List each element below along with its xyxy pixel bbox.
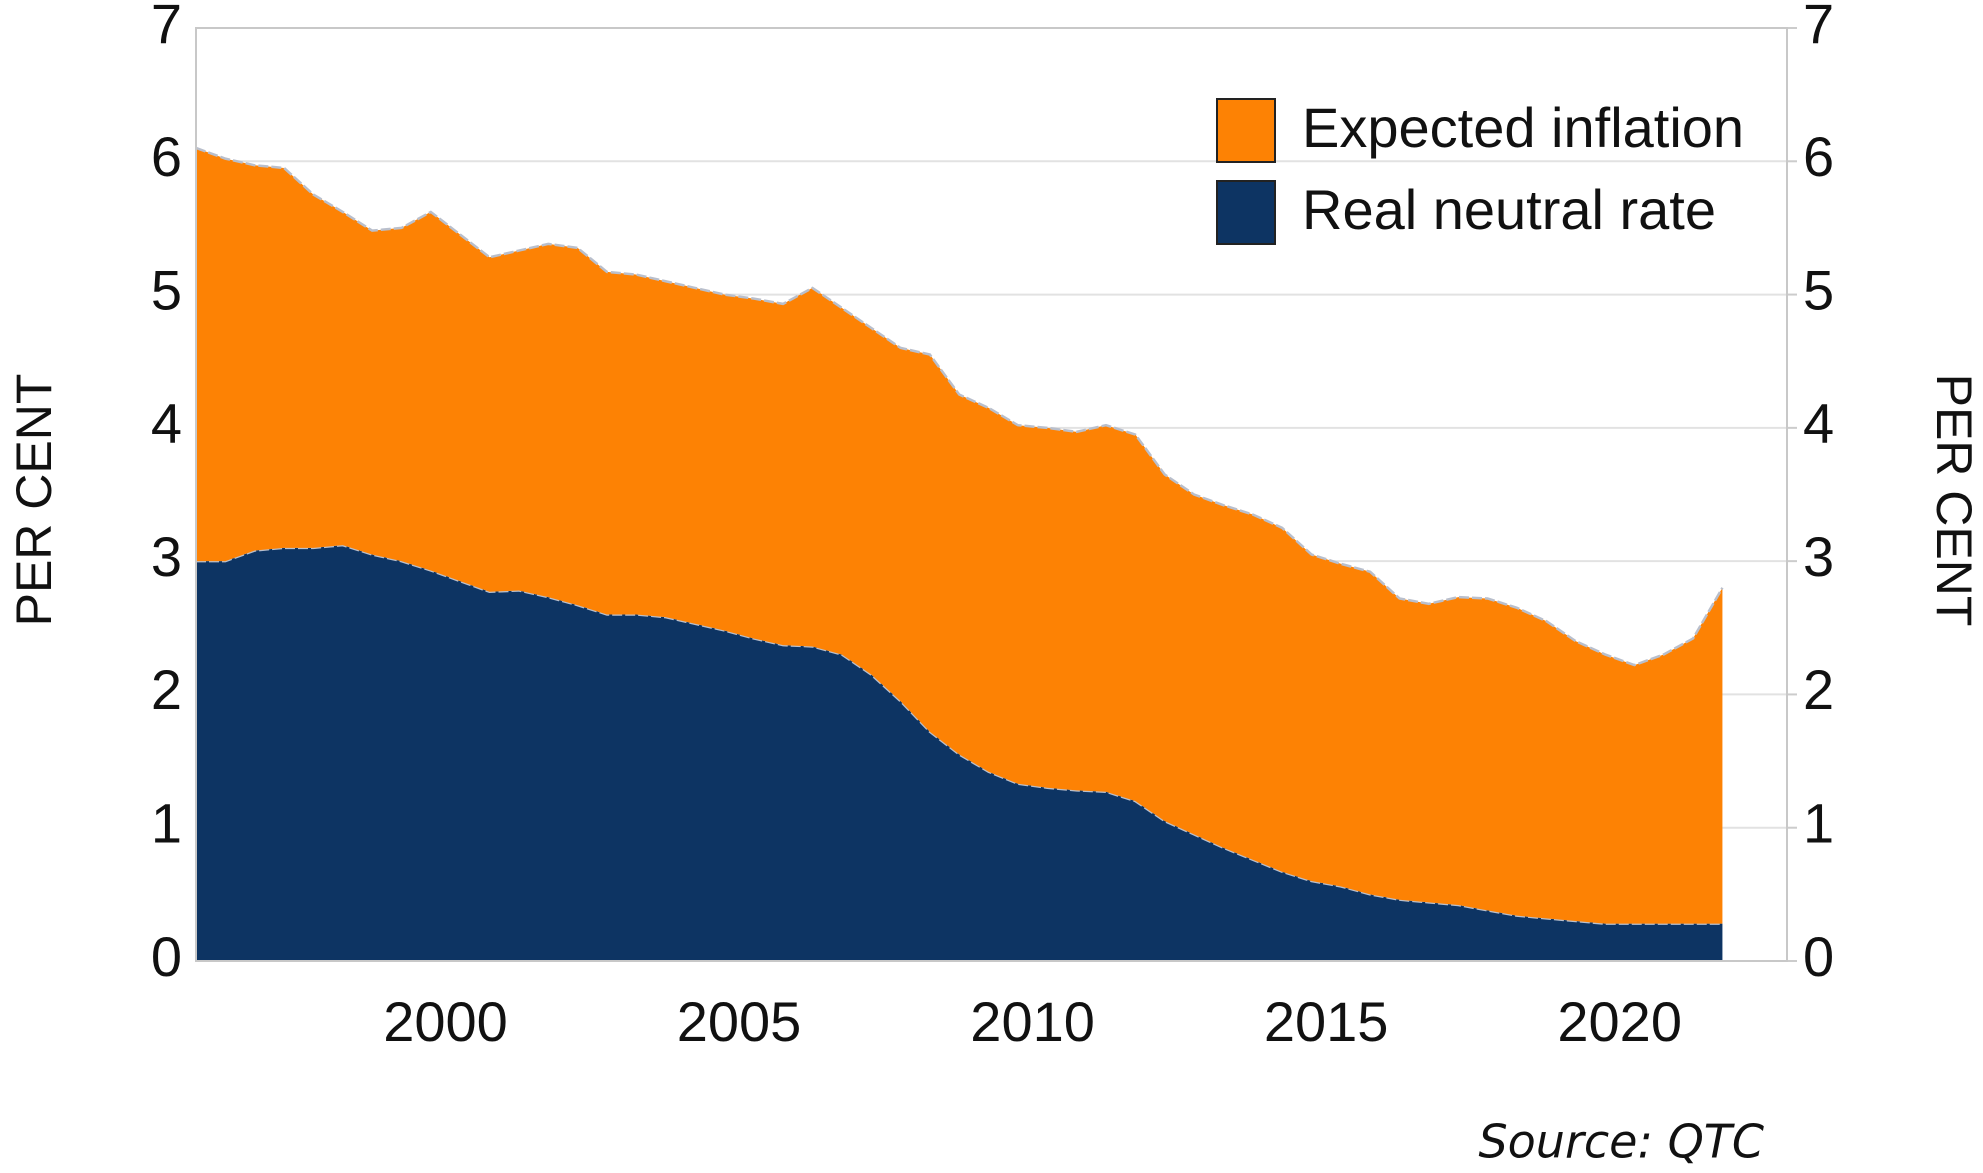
y2-tick-label: 0 [1803,925,1834,988]
y-tick-label: 2 [151,658,182,721]
x-tick-label: 2000 [383,990,508,1053]
x-tick-label: 2010 [970,990,1095,1053]
y-tick-label: 6 [151,125,182,188]
area [196,545,1723,961]
y-tick-label: 0 [151,925,182,988]
y2-tick-label: 3 [1803,525,1834,588]
x-tick-label: 2015 [1264,990,1389,1053]
y2-tick-label: 2 [1803,658,1834,721]
area-edge [195,146,1724,667]
y2-tick-label: 6 [1803,125,1834,188]
y-tick-label: 7 [151,0,182,55]
area [196,147,1723,924]
y2-tick-label: 7 [1803,0,1834,55]
source-note: Source: QTC [1478,1115,1764,1169]
y-tick-label: 5 [151,258,182,321]
legend-label: Real neutral rate [1302,178,1716,241]
x-tick-label: 2005 [677,990,802,1053]
legend-swatch [1216,180,1276,245]
y-tick-label: 1 [151,792,182,855]
y-axis-label: PER CENT [6,374,62,627]
x-tick-label: 2020 [1557,990,1682,1053]
legend-label: Expected inflation [1302,96,1744,159]
y-tick-label: 3 [151,525,182,588]
y2-tick-label: 5 [1803,258,1834,321]
y2-axis-label: PER CENT [1926,374,1982,627]
legend-swatch [1216,98,1276,163]
y2-tick-label: 4 [1803,392,1834,455]
y-tick-label: 4 [151,392,182,455]
plot-border [195,27,1788,962]
y2-tick-label: 1 [1803,792,1834,855]
